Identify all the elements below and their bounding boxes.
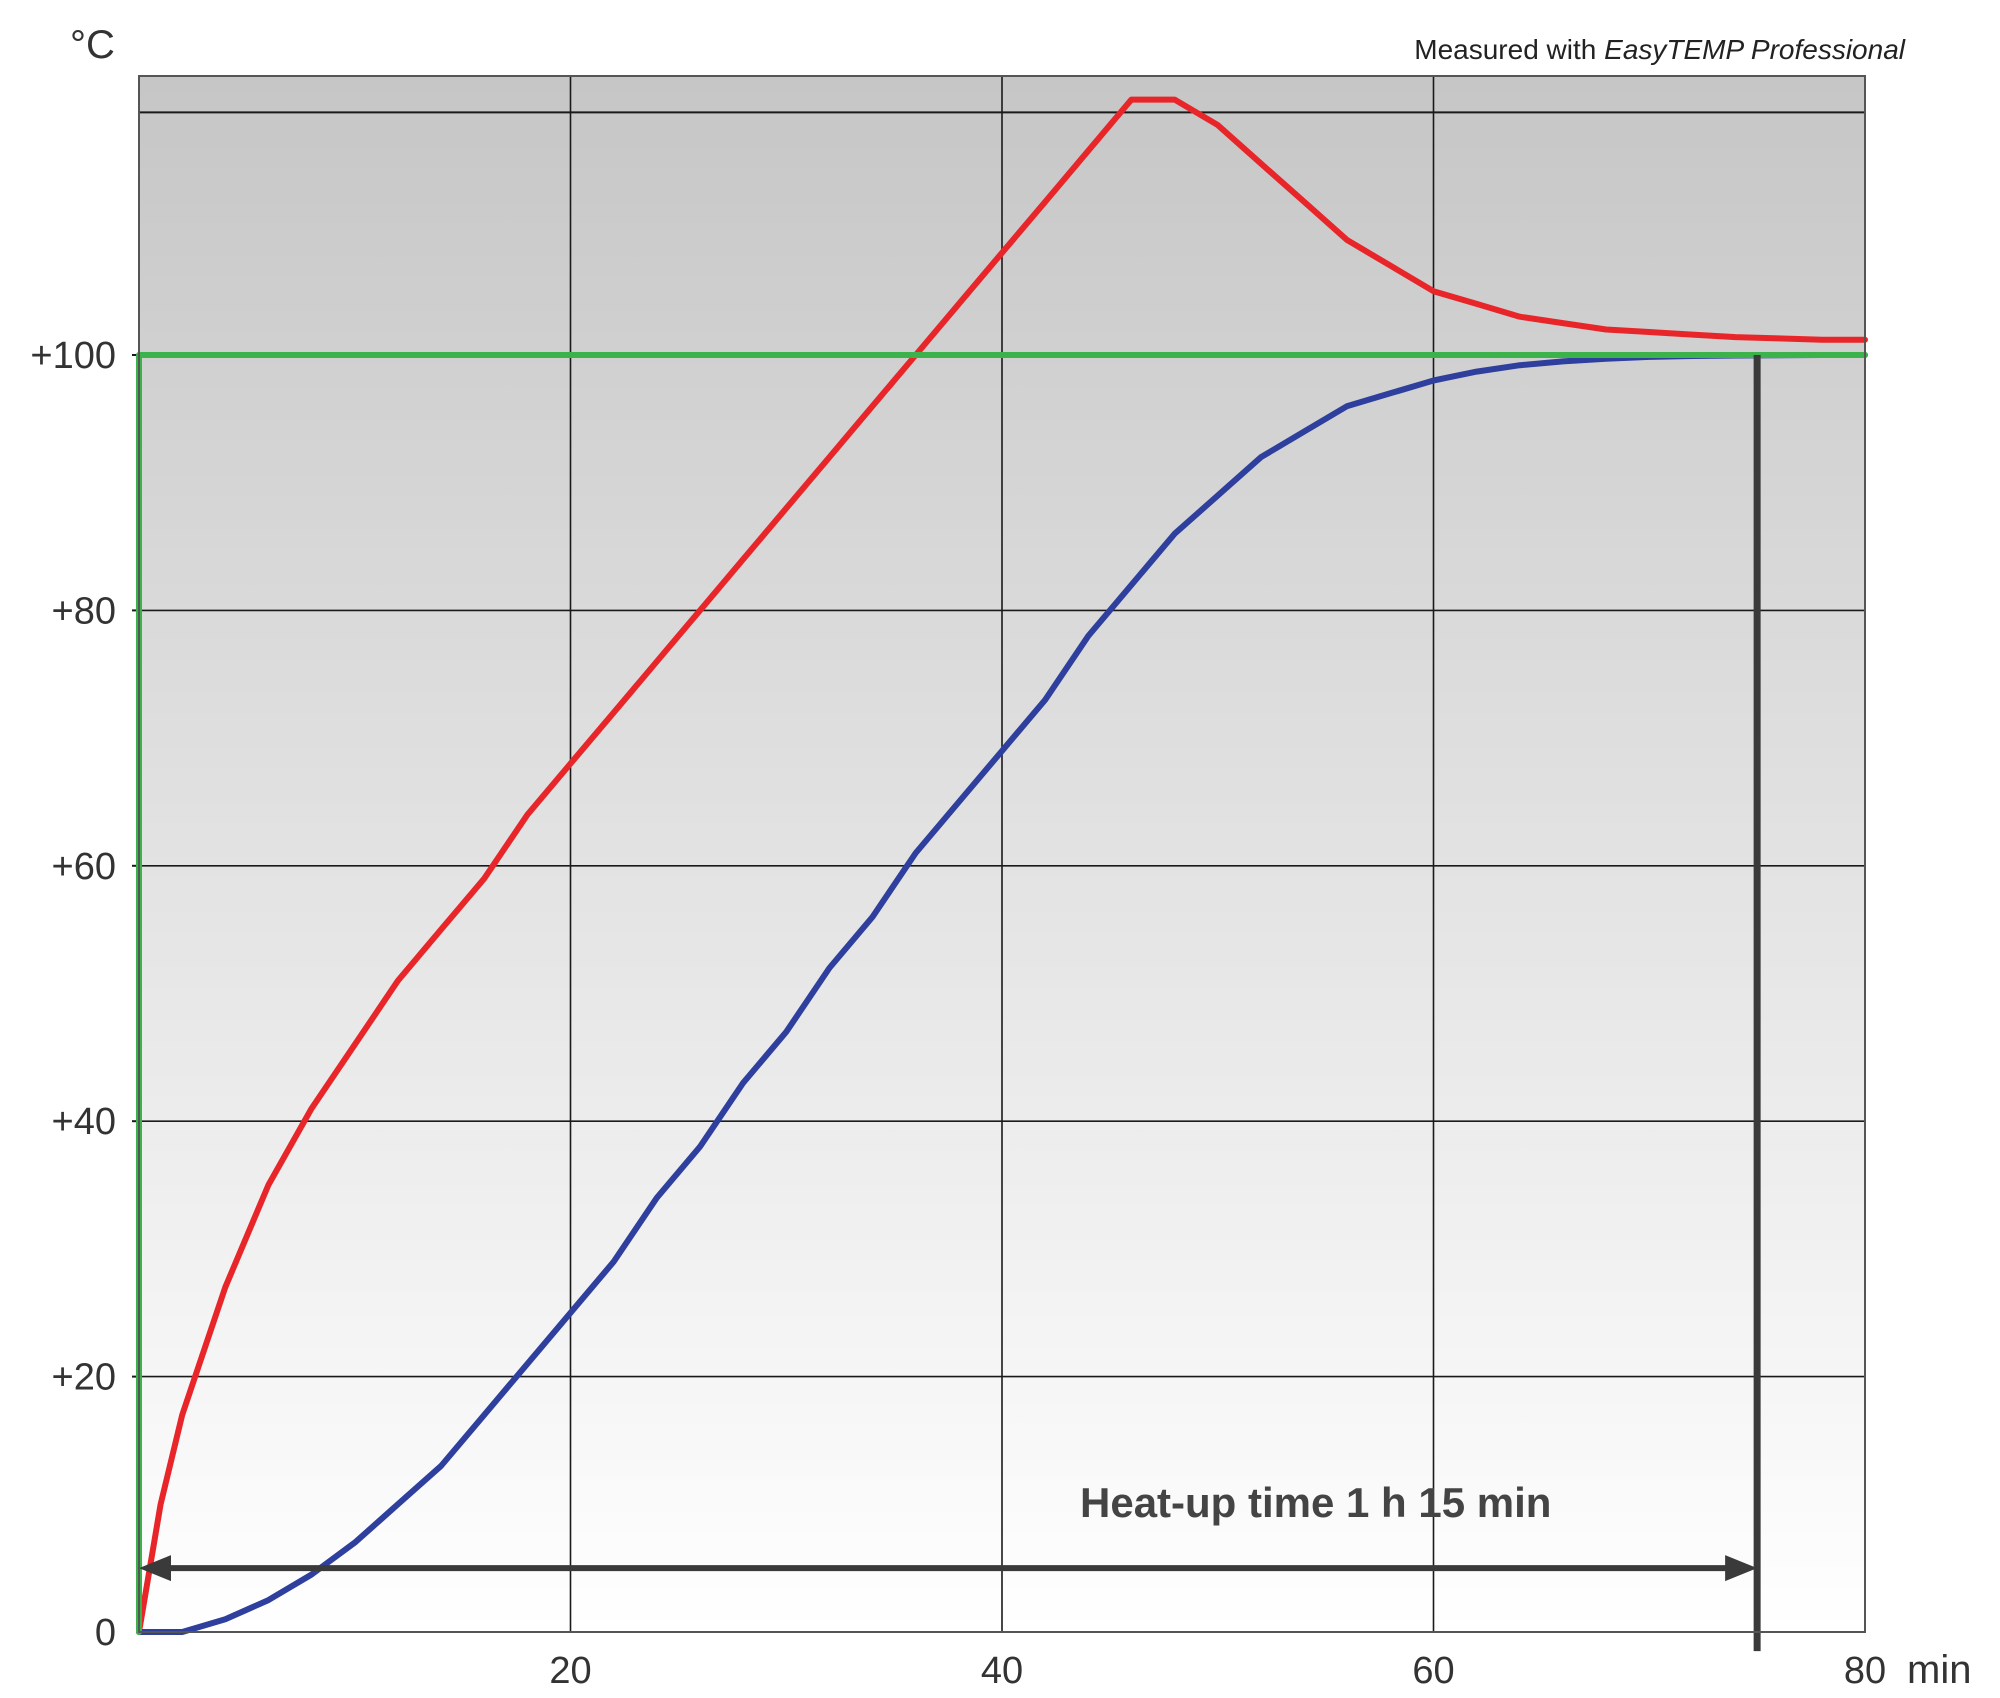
x-axis-unit-label: min xyxy=(1907,1648,1971,1692)
measurement-note-prefix: Measured with xyxy=(1414,34,1604,65)
x-tick-label: 40 xyxy=(981,1650,1023,1692)
y-tick-label: +60 xyxy=(52,846,116,888)
y-tick-label: +80 xyxy=(52,590,116,632)
x-tick-label: 20 xyxy=(549,1650,591,1692)
series-line-1 xyxy=(136,96,1868,1635)
y-tick-label: +20 xyxy=(52,1357,116,1399)
heatup-arrow-head-left xyxy=(139,1555,171,1582)
tick-labels: 0 +20 +40 +60 +80 +100 20 40 60 80 xyxy=(30,335,1886,1692)
y-axis-unit-label: °C xyxy=(70,23,115,67)
y-tick-label: +100 xyxy=(30,335,116,377)
measurement-note: Measured with EasyTEMP Professional xyxy=(1414,34,1906,65)
series-line-2 xyxy=(136,352,1868,1635)
x-tick-label: 80 xyxy=(1844,1650,1886,1692)
measurement-note-product: EasyTEMP Professional xyxy=(1604,34,1906,65)
heatup-time-label: Heat-up time 1 h 15 min xyxy=(1080,1479,1551,1526)
y-tick-label: 0 xyxy=(95,1612,116,1654)
y-tick-label: +40 xyxy=(52,1101,116,1143)
heatup-annotation: Heat-up time 1 h 15 min xyxy=(139,355,1761,1652)
heatup-arrow-head-right xyxy=(1725,1555,1758,1582)
x-tick-label: 60 xyxy=(1412,1650,1454,1692)
plot-frame xyxy=(138,75,1866,1633)
